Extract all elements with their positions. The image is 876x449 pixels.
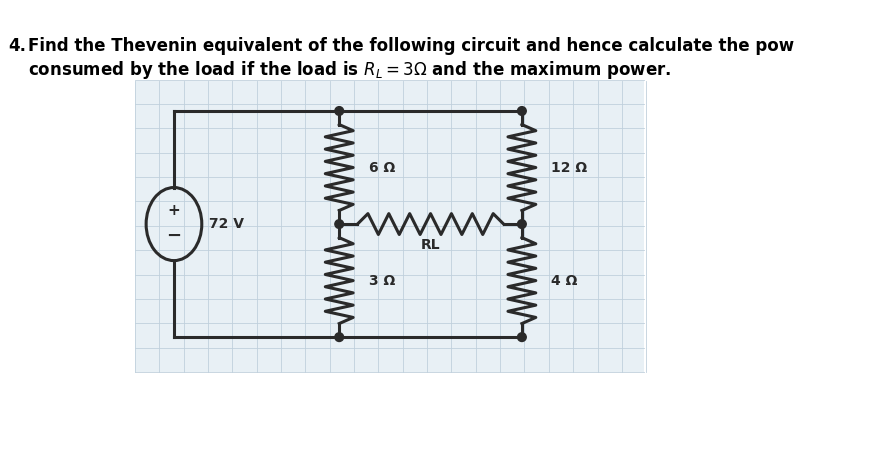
Circle shape (518, 333, 526, 342)
Text: 12 Ω: 12 Ω (552, 161, 588, 175)
Text: 4.: 4. (9, 37, 26, 55)
Circle shape (335, 333, 343, 342)
Text: −: − (166, 227, 181, 245)
Text: Find the Thevenin equivalent of the following circuit and hence calculate the po: Find the Thevenin equivalent of the foll… (28, 37, 794, 55)
Bar (135, 80, 644, 372)
Text: RL: RL (420, 238, 441, 252)
Text: +: + (167, 202, 180, 218)
Circle shape (335, 220, 343, 229)
Circle shape (518, 107, 526, 115)
Circle shape (335, 107, 343, 115)
Text: consumed by the load if the load is $R_L = 3\Omega$ and the maximum power.: consumed by the load if the load is $R_L… (28, 59, 671, 81)
Text: 4 Ω: 4 Ω (552, 273, 578, 288)
Text: 72 V: 72 V (208, 217, 244, 231)
Text: 3 Ω: 3 Ω (369, 273, 395, 288)
Text: 6 Ω: 6 Ω (369, 161, 395, 175)
Circle shape (518, 220, 526, 229)
